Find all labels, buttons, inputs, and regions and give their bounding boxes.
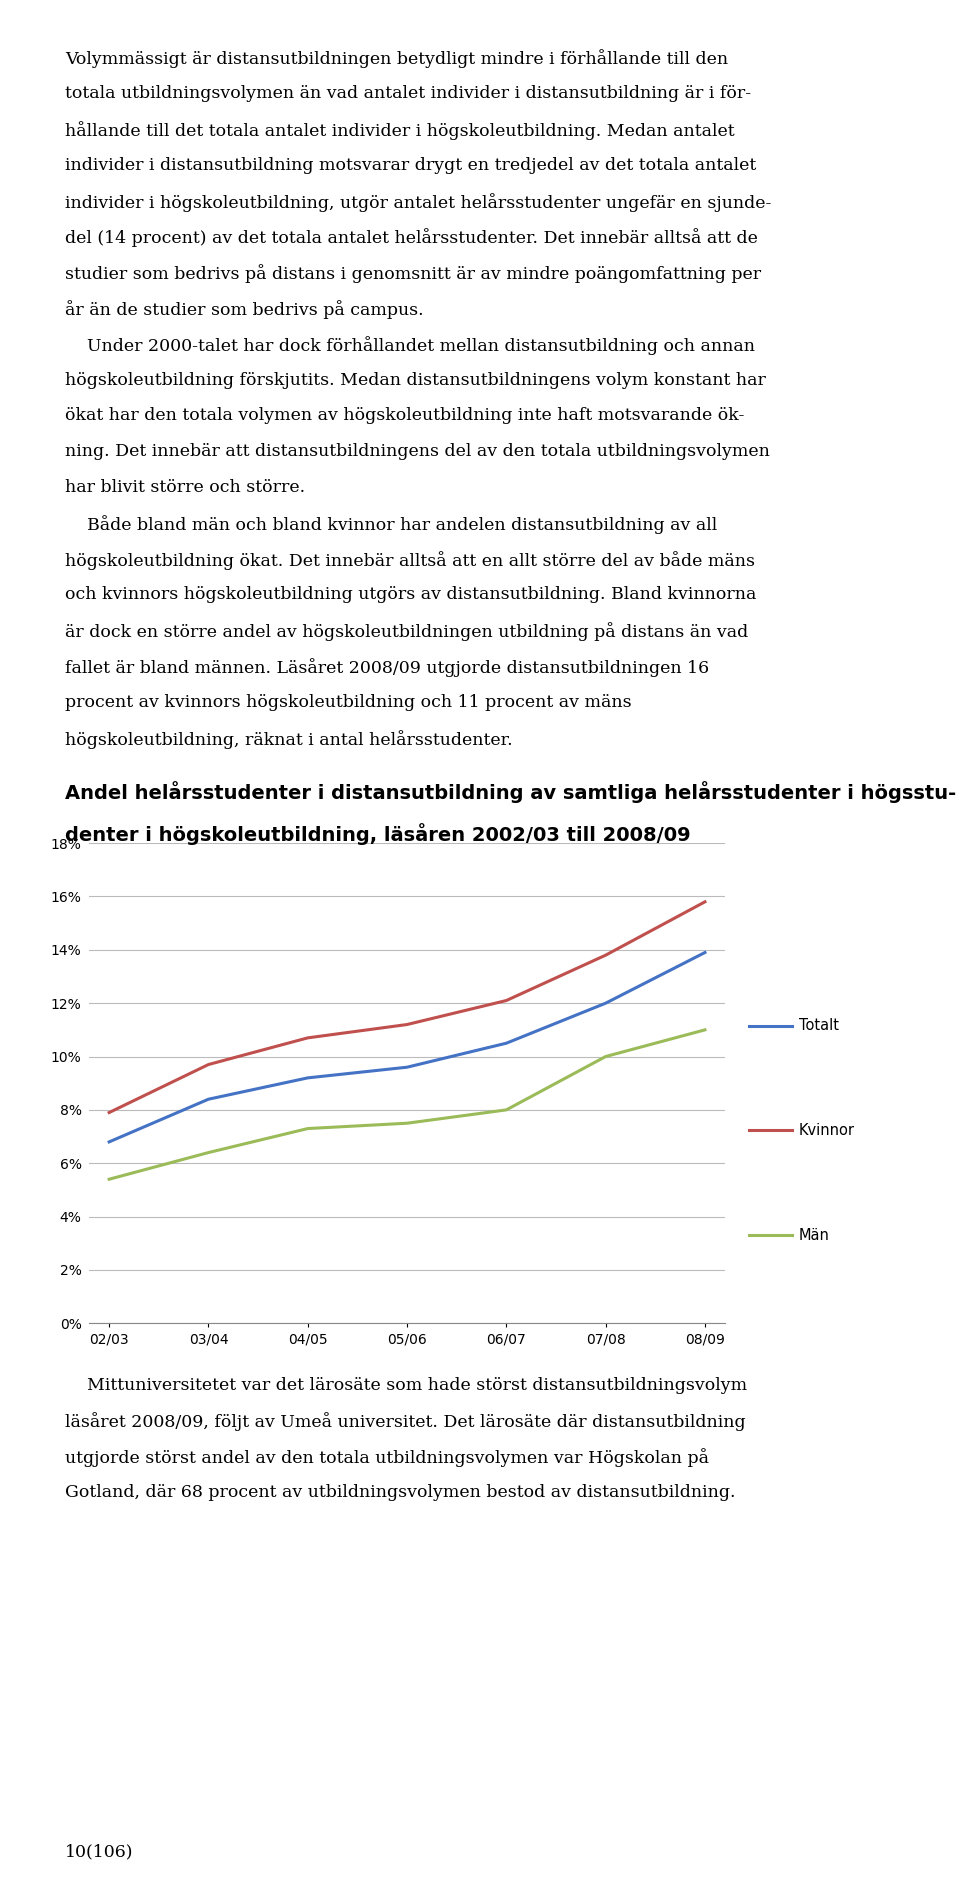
Text: Andel helårsstudenter i distansutbildning av samtliga helårsstudenter i högsstu-: Andel helårsstudenter i distansutbildnin… [65, 781, 956, 803]
Text: Volymmässigt är distansutbildningen betydligt mindre i förhållande till den: Volymmässigt är distansutbildningen bety… [65, 50, 729, 69]
Text: procent av kvinnors högskoleutbildning och 11 procent av mäns: procent av kvinnors högskoleutbildning o… [65, 693, 632, 710]
Text: ökat har den totala volymen av högskoleutbildning inte haft motsvarande ök-: ökat har den totala volymen av högskoleu… [65, 407, 745, 425]
Text: Mittuniversitetet var det lärosäte som hade störst distansutbildningsvolym: Mittuniversitetet var det lärosäte som h… [65, 1377, 748, 1394]
Text: år än de studier som bedrivs på campus.: år än de studier som bedrivs på campus. [65, 301, 424, 320]
Text: ning. Det innebär att distansutbildningens del av den totala utbildningsvolymen: ning. Det innebär att distansutbildninge… [65, 444, 770, 461]
Text: hållande till det totala antalet individer i högskoleutbildning. Medan antalet: hållande till det totala antalet individ… [65, 122, 735, 141]
Text: Både bland män och bland kvinnor har andelen distansutbildning av all: Både bland män och bland kvinnor har and… [65, 514, 717, 533]
Text: har blivit större och större.: har blivit större och större. [65, 480, 305, 497]
Text: högskoleutbildning ökat. Det innebär alltså att en allt större del av både mäns: högskoleutbildning ökat. Det innebär all… [65, 550, 756, 569]
Text: Gotland, där 68 procent av utbildningsvolymen bestod av distansutbildning.: Gotland, där 68 procent av utbildningsvo… [65, 1483, 735, 1500]
Text: fallet är bland männen. Läsåret 2008/09 utgjorde distansutbildningen 16: fallet är bland männen. Läsåret 2008/09 … [65, 659, 709, 678]
Text: och kvinnors högskoleutbildning utgörs av distansutbildning. Bland kvinnorna: och kvinnors högskoleutbildning utgörs a… [65, 586, 756, 604]
Text: totala utbildningsvolymen än vad antalet individer i distansutbildning är i för-: totala utbildningsvolymen än vad antalet… [65, 86, 752, 103]
Text: 10(106): 10(106) [65, 1843, 133, 1860]
Text: högskoleutbildning förskjutits. Medan distansutbildningens volym konstant har: högskoleutbildning förskjutits. Medan di… [65, 371, 766, 388]
Text: Kvinnor: Kvinnor [799, 1123, 854, 1139]
Text: utgjorde störst andel av den totala utbildningsvolymen var Högskolan på: utgjorde störst andel av den totala utbi… [65, 1449, 709, 1468]
Text: studier som bedrivs på distans i genomsnitt är av mindre poängomfattning per: studier som bedrivs på distans i genomsn… [65, 265, 761, 284]
Text: del (14 procent) av det totala antalet helårsstudenter. Det innebär alltså att d: del (14 procent) av det totala antalet h… [65, 228, 758, 248]
Text: individer i distansutbildning motsvarar drygt en tredjedel av det totala antalet: individer i distansutbildning motsvarar … [65, 156, 756, 173]
Text: individer i högskoleutbildning, utgör antalet helårsstudenter ungefär en sjunde-: individer i högskoleutbildning, utgör an… [65, 192, 772, 211]
Text: läsåret 2008/09, följt av Umeå universitet. Det lärosäte där distansutbildning: läsåret 2008/09, följt av Umeå universit… [65, 1413, 746, 1432]
Text: Män: Män [799, 1228, 829, 1243]
Text: högskoleutbildning, räknat i antal helårsstudenter.: högskoleutbildning, räknat i antal helår… [65, 729, 513, 748]
Text: Under 2000-talet har dock förhållandet mellan distansutbildning och annan: Under 2000-talet har dock förhållandet m… [65, 335, 756, 354]
Text: Totalt: Totalt [799, 1019, 839, 1034]
Text: är dock en större andel av högskoleutbildningen utbildning på distans än vad: är dock en större andel av högskoleutbil… [65, 623, 749, 642]
Text: denter i högskoleutbildning, läsåren 2002/03 till 2008/09: denter i högskoleutbildning, läsåren 200… [65, 823, 691, 845]
